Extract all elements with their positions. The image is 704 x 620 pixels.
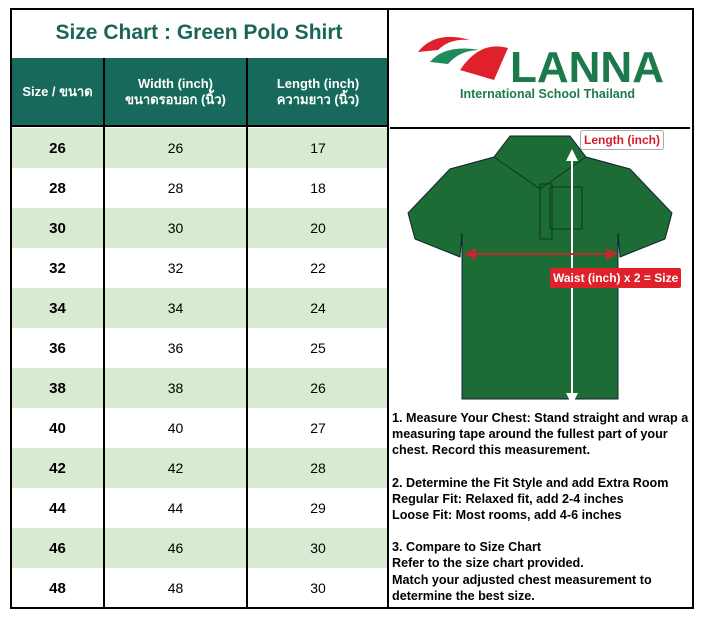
width-cell: 36: [167, 340, 184, 356]
size-cell: 36: [49, 339, 66, 357]
size-cell: 28: [49, 179, 66, 197]
width-cell: 30: [167, 220, 184, 236]
table-row: 42 42 28: [12, 448, 388, 488]
table-row: 38 38 26: [12, 368, 388, 408]
measuring-instructions: 1. Measure Your Chest: Stand straight an…: [392, 410, 690, 620]
length-cell: 17: [310, 140, 326, 156]
table-border: [10, 8, 694, 609]
table-row: 34 34 24: [12, 288, 388, 328]
header-width: Width (inch) ขนาดรอบอก (นิ้ว): [105, 58, 246, 127]
width-cell: 26: [167, 140, 184, 156]
instruction-line: 1. Measure Your Chest: Stand straight an…: [392, 411, 689, 458]
pocket: [549, 186, 583, 230]
instruction-step: 1. Measure Your Chest: Stand straight an…: [392, 410, 690, 459]
instruction-line: 2. Determine the Fit Style and add Extra…: [392, 475, 669, 490]
length-label: Length (inch): [580, 130, 664, 150]
length-cell: 25: [310, 340, 326, 356]
table-row: 48 48 30: [12, 568, 388, 608]
instruction-line: 3. Compare to Size Chart: [392, 540, 542, 555]
table-row: 40 40 27: [12, 408, 388, 448]
divider: [103, 58, 105, 607]
header-width-en: Width (inch): [138, 75, 213, 91]
size-cell: 32: [49, 259, 66, 277]
length-cell: 30: [310, 540, 326, 556]
table-row: 28 28 18: [12, 168, 388, 208]
length-cell: 20: [310, 220, 326, 236]
length-cell: 30: [310, 580, 326, 596]
length-cell: 27: [310, 420, 326, 436]
instruction-line: Regular Fit: Relaxed fit, add 2-4 inches: [392, 491, 624, 506]
size-cell: 46: [49, 539, 66, 557]
waist-label: Waist (inch) x 2 = Size: [550, 268, 682, 288]
size-cell: 44: [49, 499, 66, 517]
size-cell: 38: [49, 379, 66, 397]
school-logo: LANNA International School Thailand: [390, 10, 690, 129]
size-cell: 48: [49, 579, 66, 597]
header-size: Size / ขนาด: [12, 58, 103, 127]
header-width-th: ขนาดรอบอก (นิ้ว): [125, 91, 226, 107]
size-cell: 42: [49, 459, 66, 477]
size-cell: 26: [49, 139, 66, 157]
width-cell: 32: [167, 260, 184, 276]
length-cell: 26: [310, 380, 326, 396]
table-row: 36 36 25: [12, 328, 388, 368]
width-cell: 46: [167, 540, 184, 556]
length-cell: 22: [310, 260, 326, 276]
logo-name: LANNA: [510, 43, 664, 92]
length-cell: 24: [310, 300, 326, 316]
width-cell: 42: [167, 460, 184, 476]
length-cell: 18: [310, 180, 326, 196]
polo-shirt-diagram: [407, 135, 673, 405]
width-cell: 48: [167, 580, 184, 596]
table-row: 44 44 29: [12, 488, 388, 528]
logo-swoosh-icon: LANNA International School Thailand: [418, 36, 664, 101]
size-cell: 40: [49, 419, 66, 437]
header-length-th: ความยาว (นิ้ว): [276, 91, 360, 107]
divider: [387, 8, 389, 607]
page-title: Size Chart : Green Polo Shirt: [10, 8, 388, 60]
size-cell: 30: [49, 219, 66, 237]
header-length: Length (inch) ความยาว (นิ้ว): [248, 58, 388, 127]
width-cell: 34: [167, 300, 184, 316]
length-cell: 28: [310, 460, 326, 476]
width-cell: 40: [167, 420, 184, 436]
length-cell: 29: [310, 500, 326, 516]
table-row: 32 32 22: [12, 248, 388, 288]
table-row: 46 46 30: [12, 528, 388, 568]
instruction-step: 3. Compare to Size Chart Refer to the siz…: [392, 539, 690, 604]
instruction-line: Refer to the size chart provided.: [392, 556, 584, 571]
instruction-line: Match your adjusted chest measurement to…: [392, 572, 652, 603]
instruction-line: Loose Fit: Most rooms, add 4-6 inches: [392, 508, 622, 523]
header-length-en: Length (inch): [276, 75, 360, 91]
instruction-step: 2. Determine the Fit Style and add Extra…: [392, 475, 690, 524]
size-cell: 34: [49, 299, 66, 317]
divider: [246, 58, 248, 607]
logo-subtitle: International School Thailand: [460, 87, 635, 101]
width-cell: 28: [167, 180, 184, 196]
table-row: 30 30 20: [12, 208, 388, 248]
table-row: 26 26 17: [12, 128, 388, 168]
shirt-icon: [407, 135, 673, 400]
width-cell: 44: [167, 500, 184, 516]
width-cell: 38: [167, 380, 184, 396]
